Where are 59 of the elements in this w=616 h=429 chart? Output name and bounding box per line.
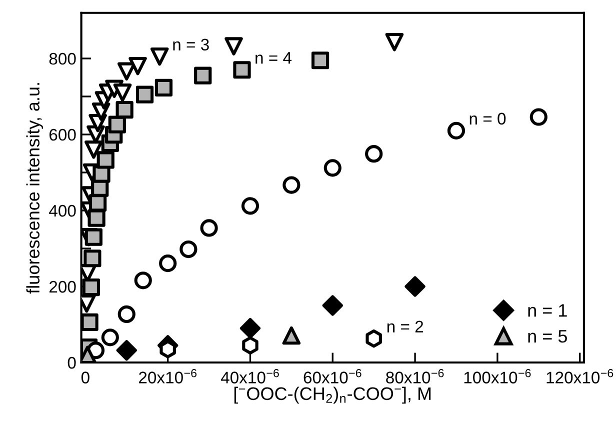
text: [$^{−}$OOC-(CH$_{2}$)$_{n}$-COO$^{−}$], M [234, 386, 431, 404]
point [159, 254, 177, 272]
x-tick-label: 0 [81, 372, 90, 384]
x-tick-label: 40x10$^{−6}$ [220, 368, 279, 384]
point [108, 116, 126, 134]
point [404, 276, 426, 297]
point [194, 66, 212, 84]
x-tick-label: 100x10$^{−6}$ [464, 368, 531, 384]
annotation: n = 3 [173, 38, 209, 50]
point [134, 272, 152, 290]
point [366, 329, 382, 348]
point [118, 305, 136, 324]
y-axis-title: fluorescence intensity, a.u. [26, 83, 44, 294]
point [154, 78, 173, 97]
x-tick-label: 80x10$^{−6}$ [386, 368, 444, 384]
point [81, 313, 98, 332]
point [113, 84, 132, 102]
y-tick-label: 400 [49, 204, 76, 217]
point [233, 61, 251, 79]
point [447, 122, 466, 140]
point [200, 219, 218, 237]
point [82, 278, 100, 296]
legend-label: n = 5 [528, 330, 567, 343]
point [240, 318, 261, 339]
point [324, 159, 342, 177]
point [224, 37, 243, 56]
point [116, 340, 137, 361]
x-tick-label: 120x10$^{−6}$ [546, 368, 614, 384]
point [282, 326, 301, 345]
point [81, 346, 97, 363]
point [128, 56, 147, 76]
point [84, 140, 103, 159]
y-tick-label: 200 [49, 280, 76, 293]
point [96, 151, 114, 169]
point [116, 100, 134, 119]
x-tick-label: 60x10$^{−6}$ [304, 368, 362, 384]
annotation: n = 0 [470, 112, 506, 125]
point [101, 328, 119, 346]
point [365, 145, 383, 163]
point [84, 250, 102, 268]
point [241, 197, 260, 215]
legend-label: n = 1 [528, 304, 567, 317]
y-tick-label: 800 [49, 52, 76, 65]
point [385, 32, 404, 52]
point [530, 108, 548, 126]
point [150, 47, 169, 66]
point [180, 240, 198, 258]
point [88, 209, 106, 227]
annotation: n = 4 [256, 52, 292, 64]
y-tick-label: 0 [68, 356, 76, 369]
point [311, 52, 330, 70]
point [136, 86, 154, 104]
point [84, 228, 102, 246]
point [322, 295, 343, 316]
y-tick-label: 600 [49, 128, 76, 141]
point [282, 176, 300, 194]
point [242, 336, 258, 355]
x-tick-label: 20x10$^{−6}$ [139, 368, 197, 384]
annotation: n = 2 [387, 320, 424, 332]
